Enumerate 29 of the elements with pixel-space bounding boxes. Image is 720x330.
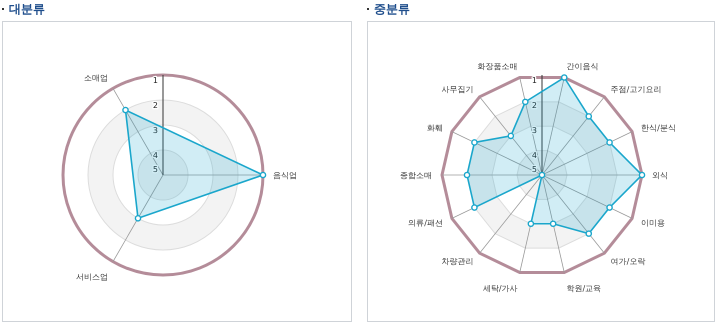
spoke-label: 음식업 <box>273 171 297 180</box>
spoke-label: 서비스업 <box>76 272 108 282</box>
spoke-label: 차량관리 <box>441 257 474 266</box>
spoke-label: 간이음식 <box>566 62 598 71</box>
spoke-label: 화장품소매 <box>478 62 518 71</box>
spoke-label: 한식/분식 <box>641 123 676 132</box>
spoke-label: 주점/고기요리 <box>610 85 662 94</box>
spoke-label: 학원/교육 <box>566 284 602 294</box>
y-tick-label: 2 <box>532 101 537 110</box>
spoke-label: 세탁/가사 <box>482 284 518 294</box>
y-tick-label: 5 <box>152 165 158 174</box>
spoke-label: 종합소매 <box>400 171 432 180</box>
y-tick-label: 1 <box>532 76 537 85</box>
y-tick-label: 5 <box>532 165 537 174</box>
spoke-label: 의류/패션 <box>408 218 443 228</box>
y-tick-label: 3 <box>532 126 537 135</box>
y-tick-label: 2 <box>152 101 158 110</box>
y-tick-label: 4 <box>532 151 537 160</box>
spoke-label: 이미용 <box>641 218 666 228</box>
y-tick-label: 4 <box>152 151 158 160</box>
chart-title: 대분류 <box>9 1 45 18</box>
spoke-label: 여가/오락 <box>610 257 646 266</box>
spoke-label: 사무집기 <box>441 85 474 94</box>
spoke-label: 화훼 <box>426 123 443 132</box>
spoke-label: 외식 <box>652 171 668 180</box>
y-tick-label: 1 <box>152 76 158 85</box>
spoke-label: 소매업 <box>84 74 108 83</box>
y-tick-label: 3 <box>152 126 158 135</box>
chart-title: 중분류 <box>374 1 410 18</box>
